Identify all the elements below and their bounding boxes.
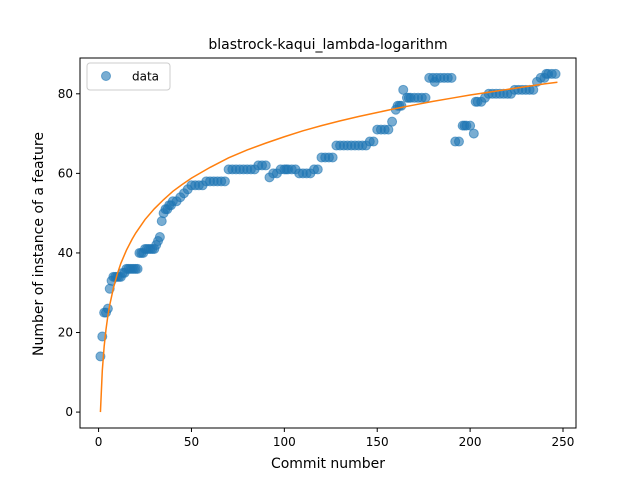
data-point [453,136,464,147]
y-tick-label: 20 [58,326,73,340]
y-axis-label: Number of instance of a feature [31,132,47,356]
data-point [387,116,398,127]
x-tick-label: 150 [366,435,389,449]
x-tick-label: 50 [184,435,199,449]
y-tick-label: 60 [58,166,73,180]
fit-line [99,81,558,413]
x-axis: 0 50 100 150 200 250 [95,428,575,449]
legend: data [86,62,171,91]
x-tick-label: 0 [95,435,103,449]
data-point [396,100,407,111]
plot-area [95,68,561,413]
data-point [132,263,143,274]
x-tick-label: 200 [459,435,482,449]
data-point [312,164,323,175]
legend-box [86,62,171,91]
y-tick-label: 80 [58,87,73,101]
y-axis: 0 20 40 60 80 [58,87,80,419]
x-tick-label: 250 [552,435,575,449]
y-tick-label: 40 [58,246,73,260]
data-point [327,152,338,163]
data-point [383,124,394,135]
data-point [398,84,409,95]
data-point [465,120,476,131]
legend-label-data: data [132,70,159,84]
data-point [468,128,479,139]
data-point [154,232,165,243]
axes-frame [79,57,577,429]
chart-title: blastrock-kaqui_lambda-logarithm [208,37,447,53]
x-axis-label: Commit number [271,456,385,472]
data-point [219,176,230,187]
data-point [368,136,379,147]
y-tick-label: 0 [65,405,73,419]
legend-marker-data [101,71,111,81]
x-tick-label: 100 [273,435,296,449]
data-point [420,92,431,103]
data-point [550,68,561,79]
data-point [260,160,271,171]
data-point [446,72,457,83]
